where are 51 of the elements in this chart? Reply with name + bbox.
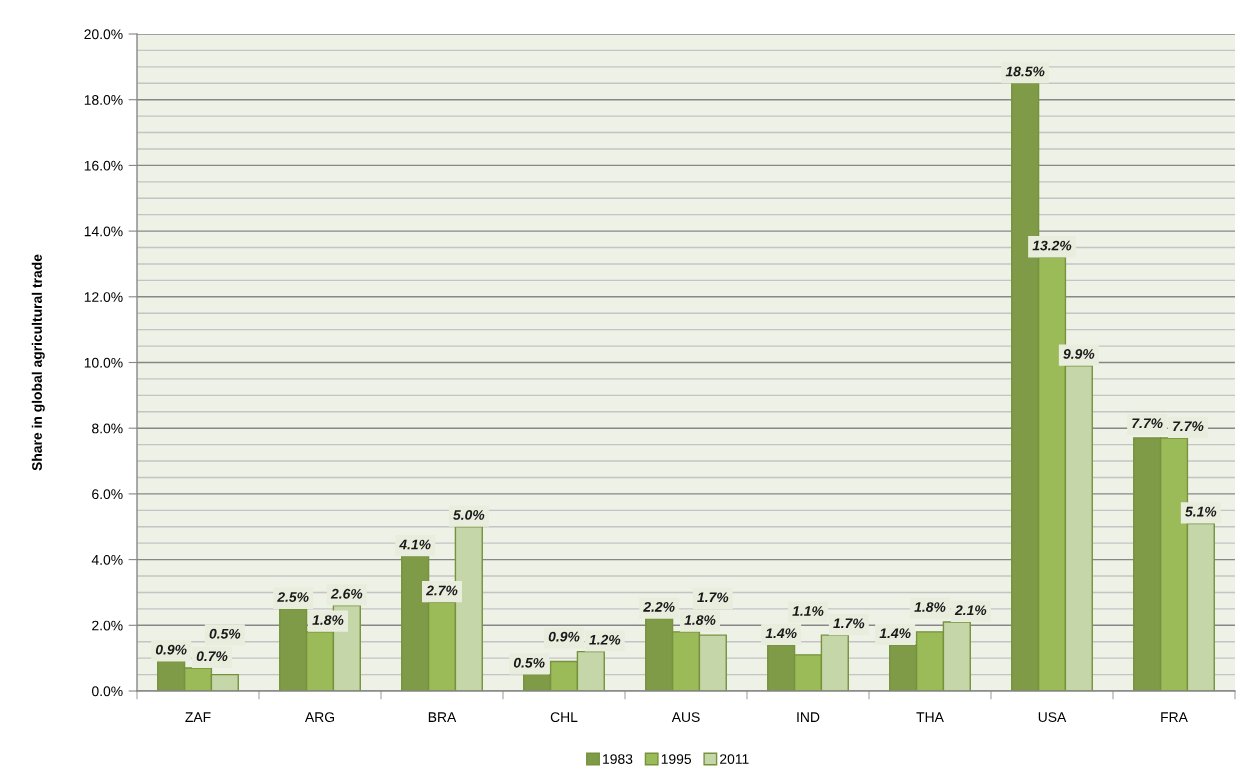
data-label: 0.9% (155, 644, 187, 655)
y-tick-label: 18.0% (84, 95, 123, 105)
y-tick-label: 14.0% (84, 226, 123, 237)
data-label: 2.5% (277, 592, 309, 602)
y-tick-label: 6.0% (92, 489, 123, 500)
data-label: 1.1% (792, 606, 824, 616)
data-label: 1.7% (833, 618, 865, 629)
x-tick-label: FRA (1161, 712, 1188, 722)
data-label: 7.7% (1173, 421, 1204, 432)
data-label: 0.5% (513, 657, 545, 668)
x-tick-label: IND (797, 712, 820, 722)
legend-label: 1995 (661, 754, 692, 764)
x-tick-label: ZAF (185, 712, 211, 722)
y-tick-label: 2.0% (92, 620, 123, 631)
data-label: 18.5% (1005, 66, 1045, 77)
x-tick-label: USA (1038, 712, 1067, 723)
legend-label: 2011 (720, 754, 749, 764)
x-tick-label: AUS (671, 712, 700, 723)
y-tick-label: 10.0% (84, 357, 123, 368)
x-tick-label: THA (916, 712, 944, 722)
y-axis-title: Share in global agricultural trade (31, 254, 45, 471)
y-tick-label: 8.0% (92, 423, 123, 434)
data-label: 0.9% (548, 631, 580, 642)
data-label: 1.8% (312, 615, 344, 625)
y-tick-label: 12.0% (84, 292, 123, 302)
data-label: 1.4% (879, 628, 911, 639)
data-label: 2.2% (643, 601, 675, 612)
data-label: 13.2% (1032, 240, 1072, 251)
data-label: 7.7% (1132, 418, 1163, 429)
data-label: 1.8% (684, 615, 716, 625)
data-label: 1.7% (697, 592, 729, 603)
data-label: 1.2% (589, 634, 621, 645)
data-label: 1.4% (765, 628, 797, 639)
data-label: 1.8% (914, 602, 946, 612)
y-tick-label: 4.0% (91, 554, 123, 565)
data-label: 2.6% (330, 588, 363, 599)
legend-label: 1983 (603, 754, 633, 764)
x-tick-label: ARG (304, 712, 335, 723)
data-label: 5.0% (453, 510, 485, 520)
y-tick-label: 0.0% (92, 686, 123, 697)
data-label: 5.1% (1185, 506, 1217, 517)
data-label: 4.1% (399, 539, 431, 550)
data-label: 9.9% (1063, 349, 1095, 359)
y-tick-label: 16.0% (84, 160, 123, 171)
data-label: 2.1% (954, 605, 987, 616)
y-tick-label: 20.0% (84, 29, 123, 40)
data-label: 0.7% (196, 651, 228, 662)
data-label: 0.5% (209, 628, 241, 639)
x-tick-label: BRA (428, 712, 457, 722)
x-tick-label: CHL (550, 712, 578, 723)
data-label: 2.7% (425, 585, 458, 596)
